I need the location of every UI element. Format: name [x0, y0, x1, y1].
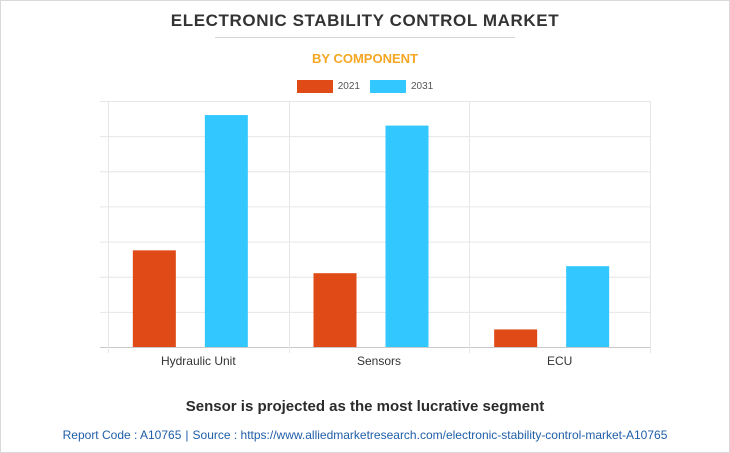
legend-swatch-2021: [296, 79, 333, 93]
bar-sensors-2021: [313, 273, 357, 347]
x-tick-label-sensors: Sensors: [357, 354, 401, 368]
title-divider: [215, 37, 515, 38]
legend-item-2021[interactable]: 2021: [296, 79, 360, 93]
bar-sensors-2031: [385, 125, 429, 347]
key-finding-text: Sensor is projected as the most lucrativ…: [185, 398, 545, 415]
legend-label-2021: 2021: [337, 80, 360, 92]
legend-label-2031: 2031: [411, 80, 434, 92]
source-line: Report Code : A10765 | Source : https://ww…: [0, 428, 730, 442]
chart-legend: 2021 2031: [0, 79, 730, 93]
legend-swatch-2031: [370, 79, 406, 93]
bar-ecu-2031: [566, 266, 610, 347]
bar-ecu-2021: [494, 329, 538, 347]
source-separator: |: [185, 428, 189, 442]
bar-hydraulic-unit-2031: [204, 115, 248, 347]
x-tick-label-ecu: ECU: [547, 354, 572, 368]
source-link[interactable]: Source : https://www.alliedmarketresearc…: [192, 428, 668, 442]
x-tick-label-hydraulic-unit: Hydraulic Unit: [161, 354, 236, 368]
chart-subtitle: BY COMPONENT: [312, 51, 418, 66]
bar-hydraulic-unit-2021: [132, 250, 176, 347]
chart-title: ELECTRONIC STABILITY CONTROL MARKET: [170, 11, 560, 30]
report-code: Report Code : A10765: [62, 428, 182, 442]
legend-item-2031[interactable]: 2031: [370, 79, 434, 93]
